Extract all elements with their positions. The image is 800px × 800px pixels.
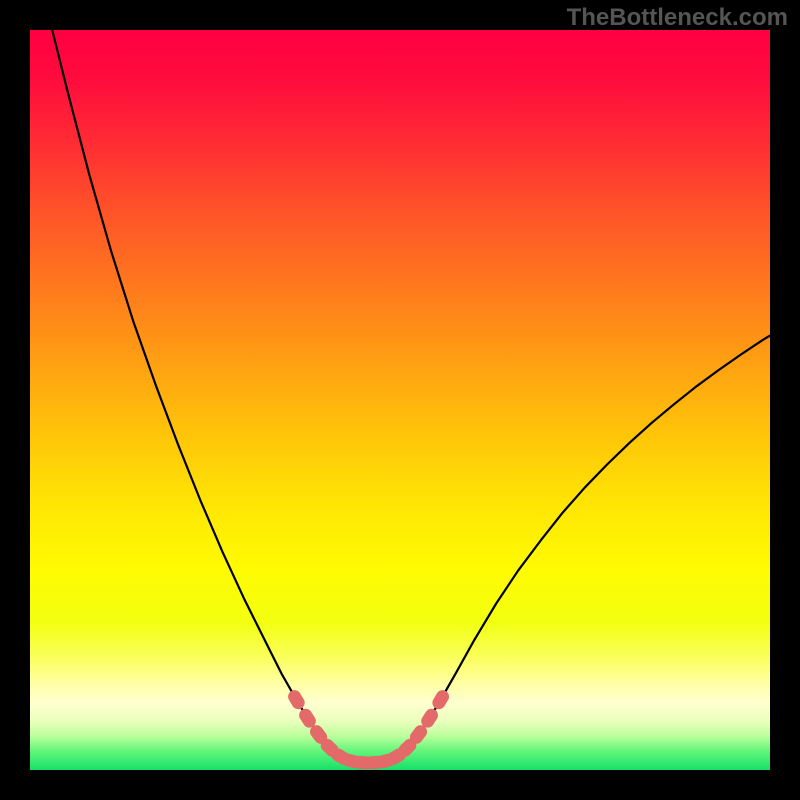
watermark-text: TheBottleneck.com [567, 4, 788, 32]
plot-background [30, 30, 770, 770]
bottleneck-curve-plot [30, 30, 770, 770]
chart-frame: TheBottleneck.com [0, 0, 800, 800]
